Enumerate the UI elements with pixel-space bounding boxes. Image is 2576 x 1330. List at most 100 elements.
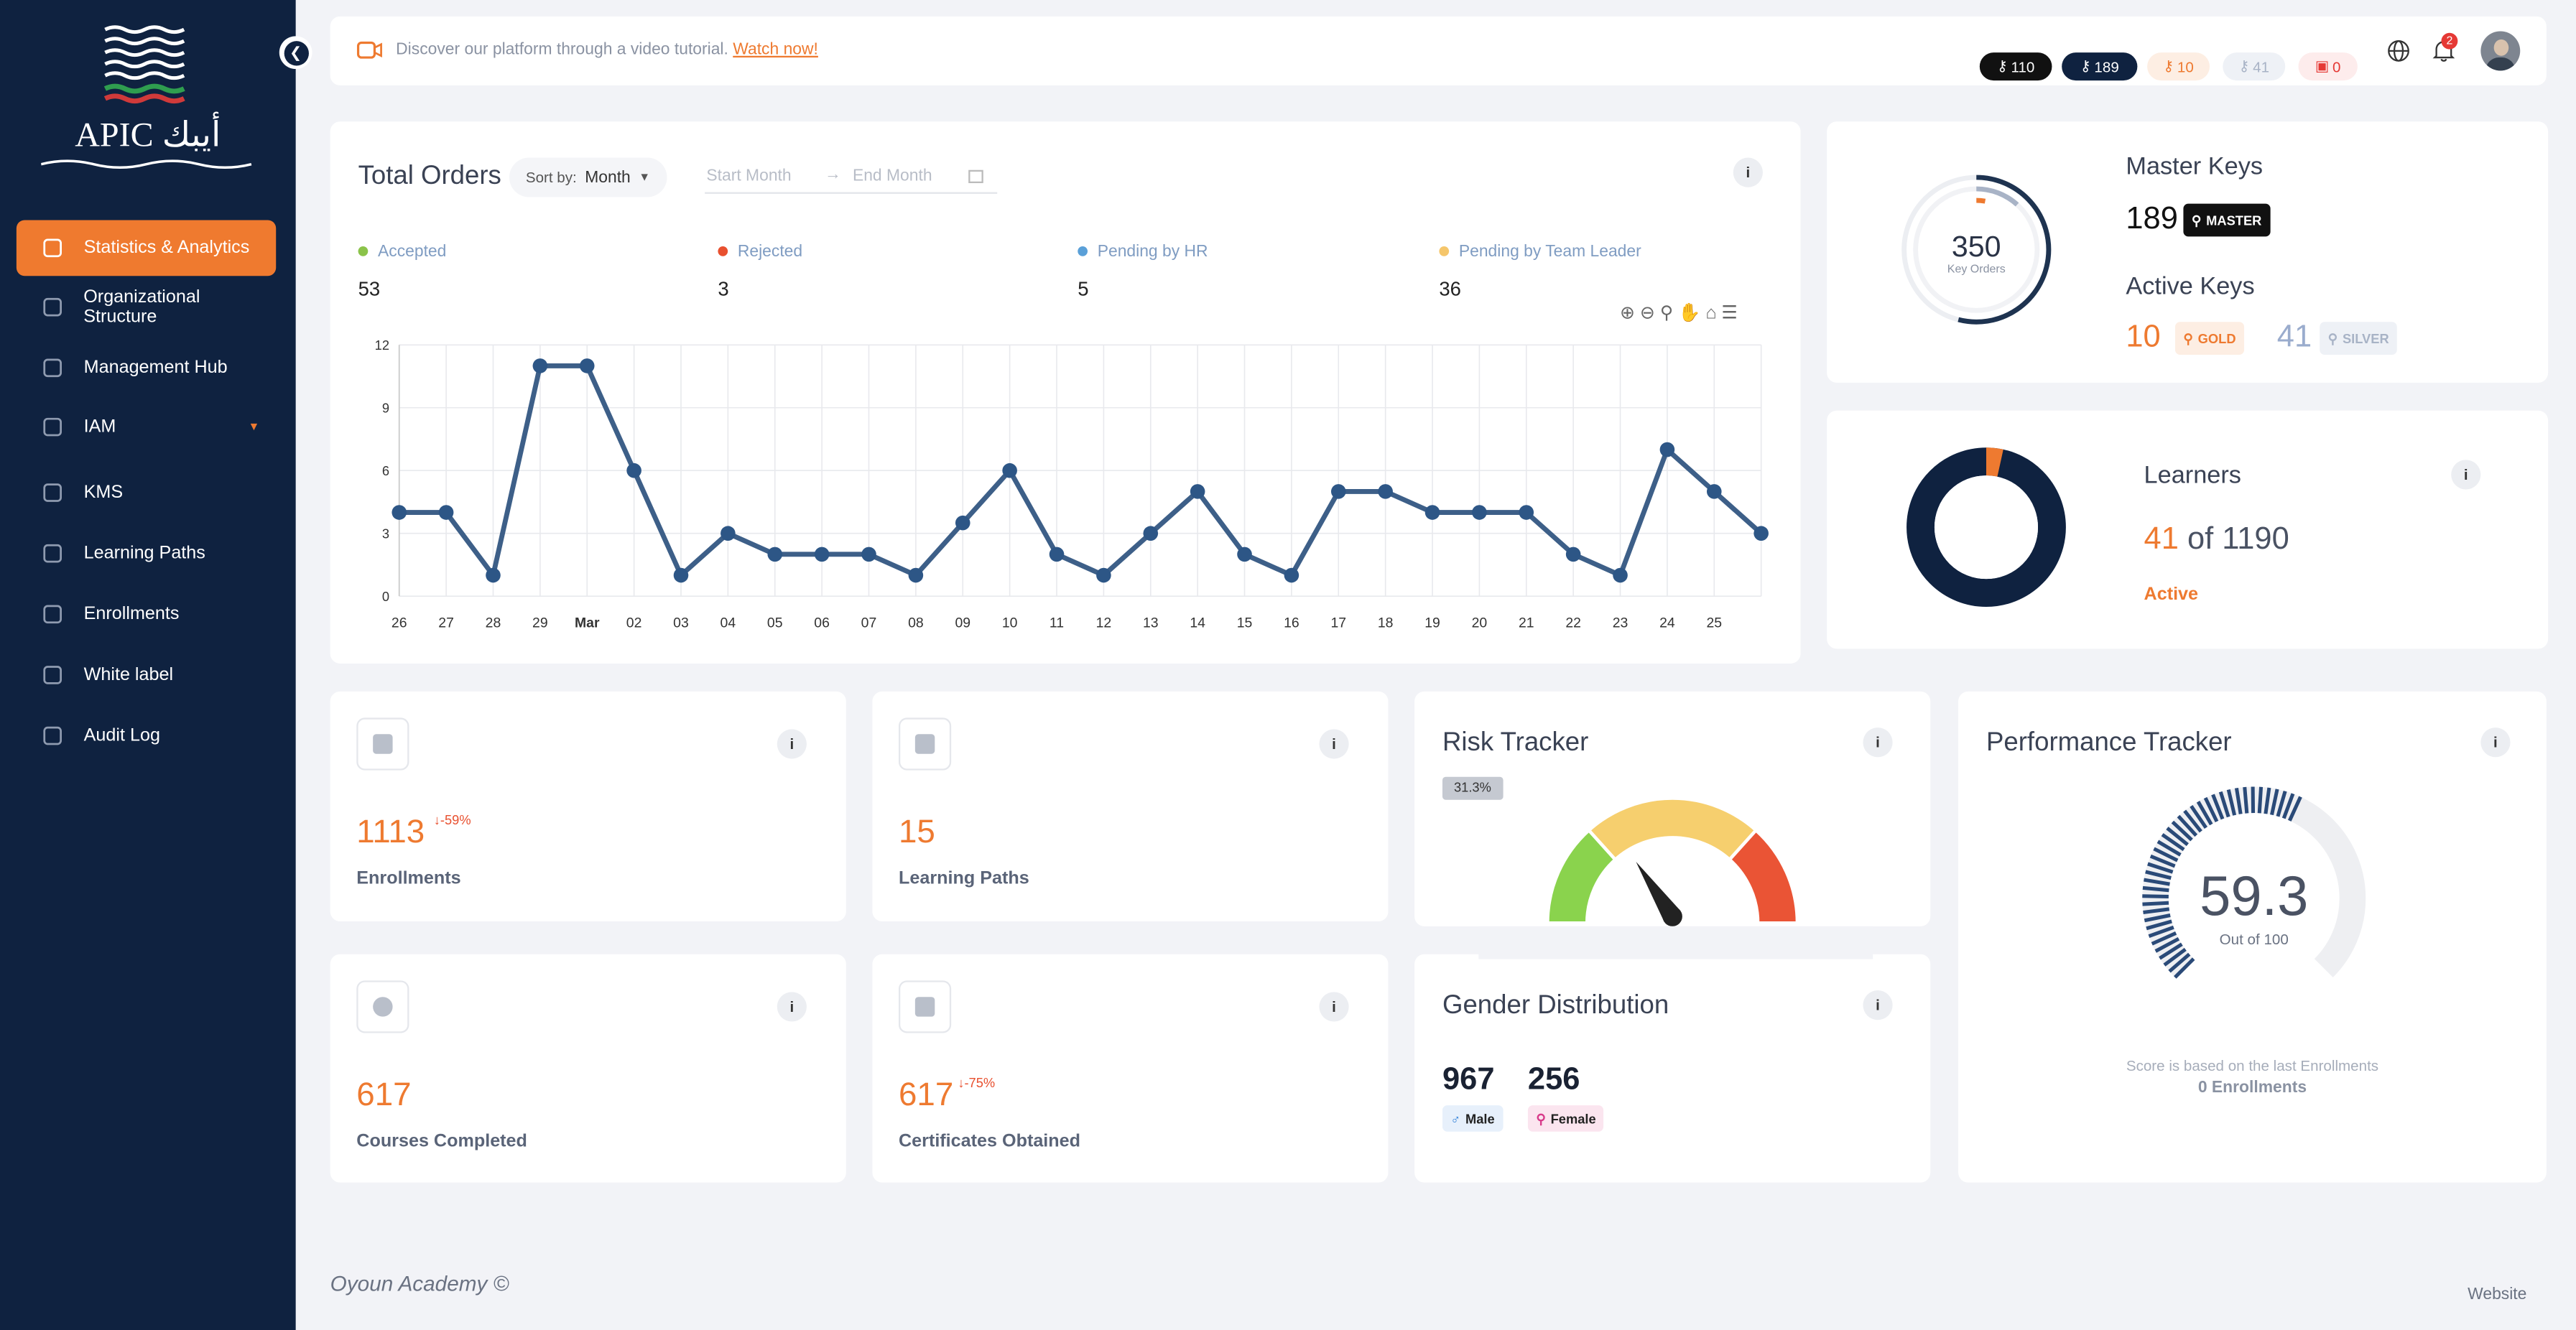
total-orders-card: Total Orders Sort by: Month ▼ Start Month →… bbox=[330, 121, 1801, 664]
icon-shape bbox=[43, 417, 62, 437]
menu-label: Enrollments bbox=[83, 604, 180, 625]
menu-item[interactable]: Organizational Structure bbox=[17, 279, 276, 335]
info-button[interactable]: i bbox=[1319, 992, 1349, 1022]
female-tag: ⚲ Female bbox=[1527, 1105, 1605, 1132]
menu-label: Audit Log bbox=[83, 725, 160, 746]
keys-card: 350 Key Orders Master Keys 189 ⚲ MASTER A… bbox=[1827, 121, 2549, 383]
out-of: Out of 100 bbox=[2172, 931, 2336, 948]
icon-glyph bbox=[373, 997, 393, 1017]
stat-change: ↓-59% bbox=[433, 813, 471, 828]
card-title: Risk Tracker bbox=[1442, 729, 1589, 758]
legend-name: Accepted bbox=[378, 243, 447, 261]
learners-active: 41 of 1190 bbox=[2144, 522, 2289, 558]
menu-label: Learning Paths bbox=[83, 543, 205, 564]
legend-dot bbox=[358, 246, 369, 256]
collapse-button[interactable]: ❮ bbox=[279, 36, 312, 70]
info-button[interactable]: i bbox=[1733, 157, 1763, 187]
icon-shape bbox=[43, 666, 62, 684]
female-label: Female bbox=[1550, 1111, 1596, 1126]
menu-item[interactable]: IAM ▼ bbox=[17, 399, 276, 455]
stat-icon bbox=[898, 717, 952, 771]
menu-item[interactable]: Audit Log bbox=[17, 708, 276, 764]
menu-item[interactable]: KMS bbox=[17, 465, 276, 521]
risk-value: 31.3% bbox=[1442, 776, 1503, 800]
icon-shape bbox=[43, 483, 62, 502]
logo-underline bbox=[41, 159, 252, 169]
legend-name: Pending by HR bbox=[1097, 243, 1208, 261]
menu-icon bbox=[43, 483, 62, 502]
menu-icon bbox=[43, 544, 62, 563]
chart-toolbar[interactable]: ⊕⊖⚲✋⌂☰ bbox=[1619, 304, 1743, 324]
icon-glyph bbox=[914, 734, 935, 754]
legend-name: Rejected bbox=[737, 243, 803, 261]
master-badge-text: MASTER bbox=[2206, 213, 2262, 228]
key-orders-label: Key Orders bbox=[1947, 264, 2006, 276]
icon-shape bbox=[43, 358, 62, 378]
menu-icon bbox=[43, 358, 62, 378]
stat-label: Courses Completed bbox=[356, 1131, 527, 1152]
menu-item[interactable]: White label bbox=[17, 647, 276, 703]
stat-value: 1113 bbox=[356, 814, 425, 851]
out-of-max: 100 bbox=[2264, 931, 2289, 948]
menu-item[interactable]: Statistics & Analytics bbox=[16, 220, 277, 276]
menu-item[interactable]: Learning Paths bbox=[17, 526, 276, 582]
badge-count: 10 bbox=[2177, 58, 2194, 75]
sort-select[interactable]: Sort by: Month ▼ bbox=[509, 157, 667, 197]
badge-count: 41 bbox=[2253, 58, 2270, 75]
menu-icon bbox=[43, 726, 62, 745]
learners-total: 1190 bbox=[2222, 522, 2289, 557]
stat-label: Enrollments bbox=[356, 868, 461, 889]
learners-card: 233 Teams Learners i 41 of 1190 Active bbox=[1827, 410, 2549, 649]
end-month: End Month bbox=[852, 167, 932, 186]
menu-item[interactable]: Enrollments bbox=[17, 586, 276, 642]
language-icon[interactable] bbox=[2387, 39, 2410, 62]
info-button[interactable]: i bbox=[2480, 727, 2511, 758]
logo-mark bbox=[103, 25, 185, 104]
key-orders-total: 350 bbox=[1951, 230, 2001, 263]
active-title: Active Keys bbox=[2126, 272, 2255, 301]
stat-change: ↓-75% bbox=[958, 1075, 996, 1091]
key-badge: ⚷ 110 bbox=[1979, 52, 2052, 81]
master-badge: ⚲ MASTER bbox=[2183, 203, 2270, 237]
info-button[interactable]: i bbox=[777, 729, 807, 759]
male-label: Male bbox=[1465, 1111, 1495, 1126]
legend-item: Accepted bbox=[358, 243, 447, 261]
card-title: Gender Distribution bbox=[1442, 992, 1669, 1020]
info-button[interactable]: i bbox=[1319, 729, 1349, 759]
topbar: Discover our platform through a video tu… bbox=[330, 16, 2547, 85]
card-title: Performance Tracker bbox=[1986, 729, 2232, 758]
info-button[interactable]: i bbox=[777, 992, 807, 1022]
info-button[interactable]: i bbox=[1863, 990, 1893, 1020]
icon-shape bbox=[43, 544, 62, 563]
silver-badge: ⚲ SILVER bbox=[2320, 322, 2398, 355]
sort-value: Month bbox=[585, 168, 631, 187]
footer-link[interactable]: Website bbox=[2468, 1285, 2527, 1304]
badge-count: 0 bbox=[2332, 58, 2341, 75]
menu-item[interactable]: Management Hub bbox=[17, 340, 276, 396]
stat-label: Learning Paths bbox=[898, 868, 1029, 889]
legend-dot bbox=[718, 246, 728, 256]
legend-item: Pending by Team Leader bbox=[1439, 243, 1641, 261]
logo-text: APIC أيبك bbox=[75, 115, 221, 154]
gold-count: 10 bbox=[2126, 320, 2161, 355]
icon-glyph bbox=[373, 734, 393, 754]
legend-item: Rejected bbox=[718, 243, 802, 261]
badge-icon: ▣ bbox=[2315, 57, 2330, 74]
date-range[interactable]: Start Month → End Month bbox=[705, 162, 998, 194]
legend-value: 5 bbox=[1078, 277, 1089, 301]
info-button[interactable]: i bbox=[2451, 460, 2481, 490]
watch-link[interactable]: Watch now! bbox=[733, 41, 818, 60]
menu-label: Statistics & Analytics bbox=[83, 238, 250, 259]
active-status: Active bbox=[2144, 585, 2199, 605]
risk-card: Risk Tracker i 31.3% bbox=[1414, 691, 1931, 926]
teams-count: 233 bbox=[1955, 501, 2018, 544]
avatar[interactable] bbox=[2480, 31, 2521, 71]
badge-icon: ⚷ bbox=[2163, 57, 2174, 74]
info-button[interactable]: i bbox=[1863, 727, 1893, 758]
stat-value: 15 bbox=[898, 814, 935, 851]
badge-count: 189 bbox=[2094, 58, 2119, 75]
icon-shape bbox=[43, 605, 62, 624]
icon-glyph bbox=[914, 997, 935, 1017]
performance-score: 59.3 bbox=[2200, 865, 2309, 929]
